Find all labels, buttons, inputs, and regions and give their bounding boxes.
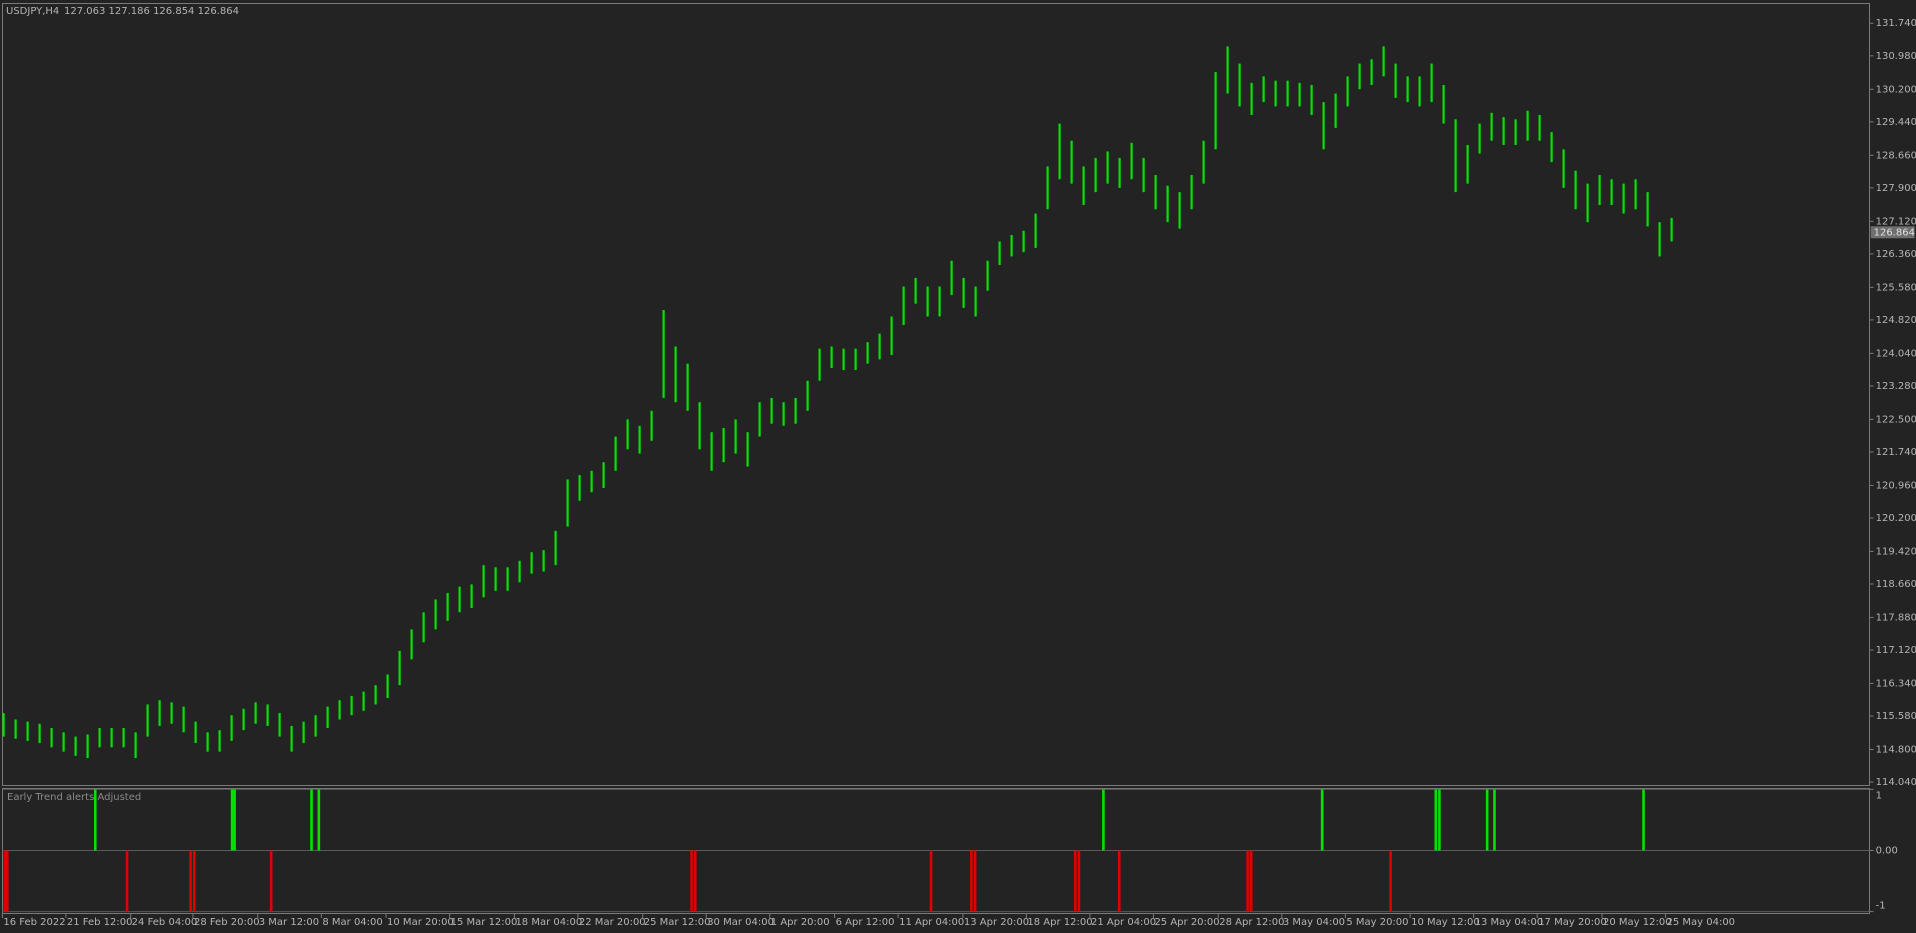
y-tick-label: 130.200 <box>1876 84 1916 95</box>
x-tick-label: 3 May 04:00 <box>1283 917 1345 928</box>
x-tick-label: 18 Apr 12:00 <box>1027 917 1092 928</box>
y-tick-label: 129.440 <box>1876 117 1916 128</box>
x-tick-label: 10 May 12:00 <box>1411 917 1480 928</box>
quote: 127.063 127.186 126.854 126.864 <box>64 6 239 17</box>
y-tick-label: 1 <box>1876 790 1882 801</box>
x-tick-label: 16 Feb 2022 <box>3 917 65 928</box>
y-tick-label: 117.880 <box>1876 612 1916 623</box>
y-tick-label: 124.040 <box>1876 348 1916 359</box>
main-pane-frame <box>2 3 1870 786</box>
x-tick-label: 13 May 04:00 <box>1475 917 1544 928</box>
y-tick-label: 123.280 <box>1876 381 1916 392</box>
y-tick-label: 114.800 <box>1876 744 1916 755</box>
x-tick-label: 1 Apr 20:00 <box>771 917 830 928</box>
y-tick-label: 117.120 <box>1876 645 1916 656</box>
x-tick-label: 28 Apr 12:00 <box>1219 917 1284 928</box>
x-tick-label: 6 Apr 12:00 <box>836 917 895 928</box>
x-tick-label: 28 Feb 20:00 <box>194 917 260 928</box>
y-tick-label: 119.420 <box>1876 546 1916 557</box>
y-tick-label: 0.00 <box>1876 846 1898 857</box>
y-tick-label: 122.500 <box>1876 414 1916 425</box>
y-tick-label: 127.120 <box>1876 216 1916 227</box>
y-tick-label: 120.960 <box>1876 480 1916 491</box>
x-tick-label: 21 Apr 04:00 <box>1091 917 1156 928</box>
x-tick-label: 15 Mar 12:00 <box>451 917 518 928</box>
y-tick-label: 131.740 <box>1876 18 1916 29</box>
y-tick-label: 124.820 <box>1876 315 1916 326</box>
symbol: USDJPY,H4 <box>6 6 59 17</box>
y-tick-label: -1 <box>1876 901 1886 912</box>
y-tick-label: 128.660 <box>1876 150 1916 161</box>
y-tick-label: 120.200 <box>1876 513 1916 524</box>
y-tick-label: 127.900 <box>1876 183 1916 194</box>
x-tick-label: 13 Apr 20:00 <box>964 917 1029 928</box>
indicator-title: Early Trend alerts Adjusted <box>7 792 141 803</box>
x-tick-label: 22 Mar 20:00 <box>579 917 646 928</box>
y-tick-label: 116.340 <box>1876 678 1916 689</box>
x-tick-label: 25 May 04:00 <box>1666 917 1735 928</box>
x-tick-label: 20 May 12:00 <box>1603 917 1672 928</box>
y-tick-label: 126.360 <box>1876 249 1916 260</box>
x-tick-label: 25 Apr 20:00 <box>1154 917 1219 928</box>
x-tick-label: 11 Apr 04:00 <box>899 917 964 928</box>
last-price-box <box>1870 226 1915 239</box>
x-tick-label: 25 Mar 12:00 <box>644 917 711 928</box>
x-tick-label: 21 Feb 12:00 <box>67 917 133 928</box>
y-tick-label: 121.740 <box>1876 447 1916 458</box>
y-tick-label: 125.580 <box>1876 282 1916 293</box>
y-tick-label: 118.660 <box>1876 579 1916 590</box>
y-tick-label: 114.040 <box>1876 777 1916 788</box>
x-tick-label: 30 Mar 04:00 <box>707 917 774 928</box>
x-tick-label: 10 Mar 20:00 <box>387 917 454 928</box>
y-tick-label: 130.980 <box>1876 51 1916 62</box>
y-tick-label: 115.580 <box>1876 711 1916 722</box>
x-tick-label: 3 Mar 12:00 <box>259 917 319 928</box>
x-tick-label: 5 May 20:00 <box>1346 917 1408 928</box>
x-tick-label: 18 Mar 04:00 <box>515 917 582 928</box>
last-price-label: 126.864 <box>1874 227 1915 238</box>
x-tick-label: 17 May 20:00 <box>1538 917 1607 928</box>
x-tick-label: 24 Feb 04:00 <box>132 917 198 928</box>
x-tick-label: 8 Mar 04:00 <box>322 917 382 928</box>
